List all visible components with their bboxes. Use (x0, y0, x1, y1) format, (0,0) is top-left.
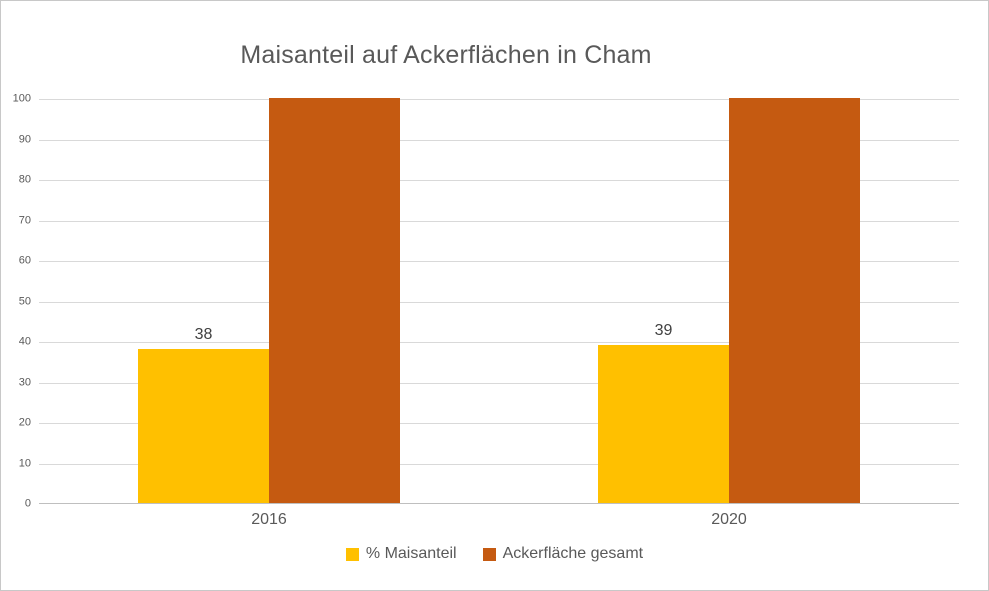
gridline-20 (39, 423, 959, 424)
plot-area: 38 39 (39, 98, 959, 504)
bar-2020-ackerfl-che-gesamt (729, 98, 860, 503)
x-axis-line (39, 503, 959, 504)
x-category-label-2020: 2020 (711, 511, 747, 528)
y-tick-label-30: 30 (18, 376, 31, 388)
gridline-60 (39, 261, 959, 262)
legend-item-ackerfl-che-gesamt: Ackerfläche gesamt (482, 545, 644, 563)
gridline-90 (39, 139, 959, 141)
y-tick-label-0: 0 (24, 497, 31, 510)
gridline-50 (39, 301, 959, 303)
legend: % Maisanteil Ackerfläche gesamt (1, 545, 988, 563)
x-category-label-2016: 2016 (251, 511, 287, 528)
gridline-70 (39, 220, 959, 222)
gridline-80 (39, 180, 959, 181)
bar-2016-ackerfl-che-gesamt (269, 98, 400, 503)
gridline-100 (39, 99, 959, 100)
y-tick-label-70: 70 (18, 214, 31, 226)
bar-2016--maisanteil (138, 349, 269, 503)
y-tick-label-60: 60 (18, 254, 31, 267)
legend-label: Ackerfläche gesamt (502, 545, 644, 562)
chart-title: Maisanteil auf Ackerflächen in Cham (240, 41, 652, 69)
y-tick-label-80: 80 (18, 173, 31, 186)
legend-label: % Maisanteil (365, 545, 457, 562)
bar-2020--maisanteil (598, 345, 729, 503)
y-tick-label-50: 50 (18, 295, 31, 307)
y-tick-label-40: 40 (18, 335, 31, 348)
y-tick-label-20: 20 (18, 416, 31, 429)
data-label-2016-38: 38 (194, 326, 213, 344)
legend-swatch-icon (482, 547, 496, 561)
legend-swatch-icon (345, 547, 359, 561)
y-tick-label-10: 10 (18, 457, 31, 469)
y-tick-label-90: 90 (18, 133, 31, 145)
y-tick-label-100: 100 (12, 92, 31, 105)
gridline-30 (39, 382, 959, 384)
legend-item--maisanteil: % Maisanteil (345, 545, 457, 563)
data-label-2020-39: 39 (654, 322, 673, 340)
gridline-10 (39, 463, 959, 465)
gridline-40 (39, 342, 959, 343)
